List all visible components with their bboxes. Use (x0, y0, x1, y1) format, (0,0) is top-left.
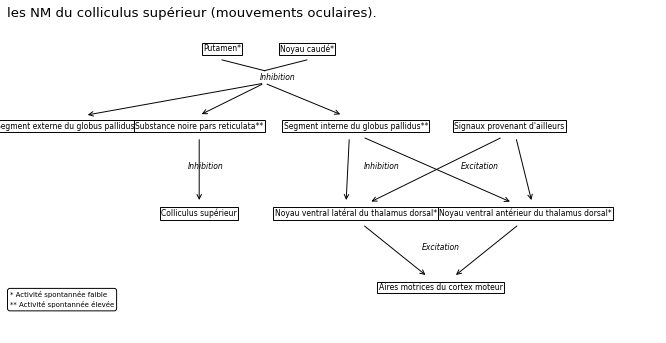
Text: Inhibition: Inhibition (260, 73, 296, 82)
Text: Substance noire pars reticulata**: Substance noire pars reticulata** (135, 122, 263, 131)
Text: les NM du colliculus supérieur (mouvements oculaires).: les NM du colliculus supérieur (mouvemen… (7, 7, 376, 20)
Text: Colliculus supérieur: Colliculus supérieur (161, 209, 237, 218)
Text: Inhibition: Inhibition (188, 162, 224, 171)
Text: Putamen*: Putamen* (203, 44, 241, 53)
Text: Segment externe du globus pallidus**: Segment externe du globus pallidus** (0, 122, 142, 131)
Text: Inhibition: Inhibition (364, 162, 400, 171)
Text: Aires motrices du cortex moteur: Aires motrices du cortex moteur (379, 283, 503, 292)
Text: Noyau caudé*: Noyau caudé* (280, 44, 334, 54)
Text: Excitation: Excitation (422, 243, 460, 252)
Text: Noyau ventral antérieur du thalamus dorsal*: Noyau ventral antérieur du thalamus dors… (439, 209, 612, 218)
Text: Segment interne du globus pallidus**: Segment interne du globus pallidus** (284, 122, 428, 131)
Text: Excitation: Excitation (461, 162, 499, 171)
Text: * Activité spontannée faible
** Activité spontannée élevée: * Activité spontannée faible ** Activité… (10, 291, 114, 308)
Text: Noyau ventral latéral du thalamus dorsal*: Noyau ventral latéral du thalamus dorsal… (275, 209, 437, 218)
Text: Signaux provenant d'ailleurs: Signaux provenant d'ailleurs (454, 122, 564, 131)
